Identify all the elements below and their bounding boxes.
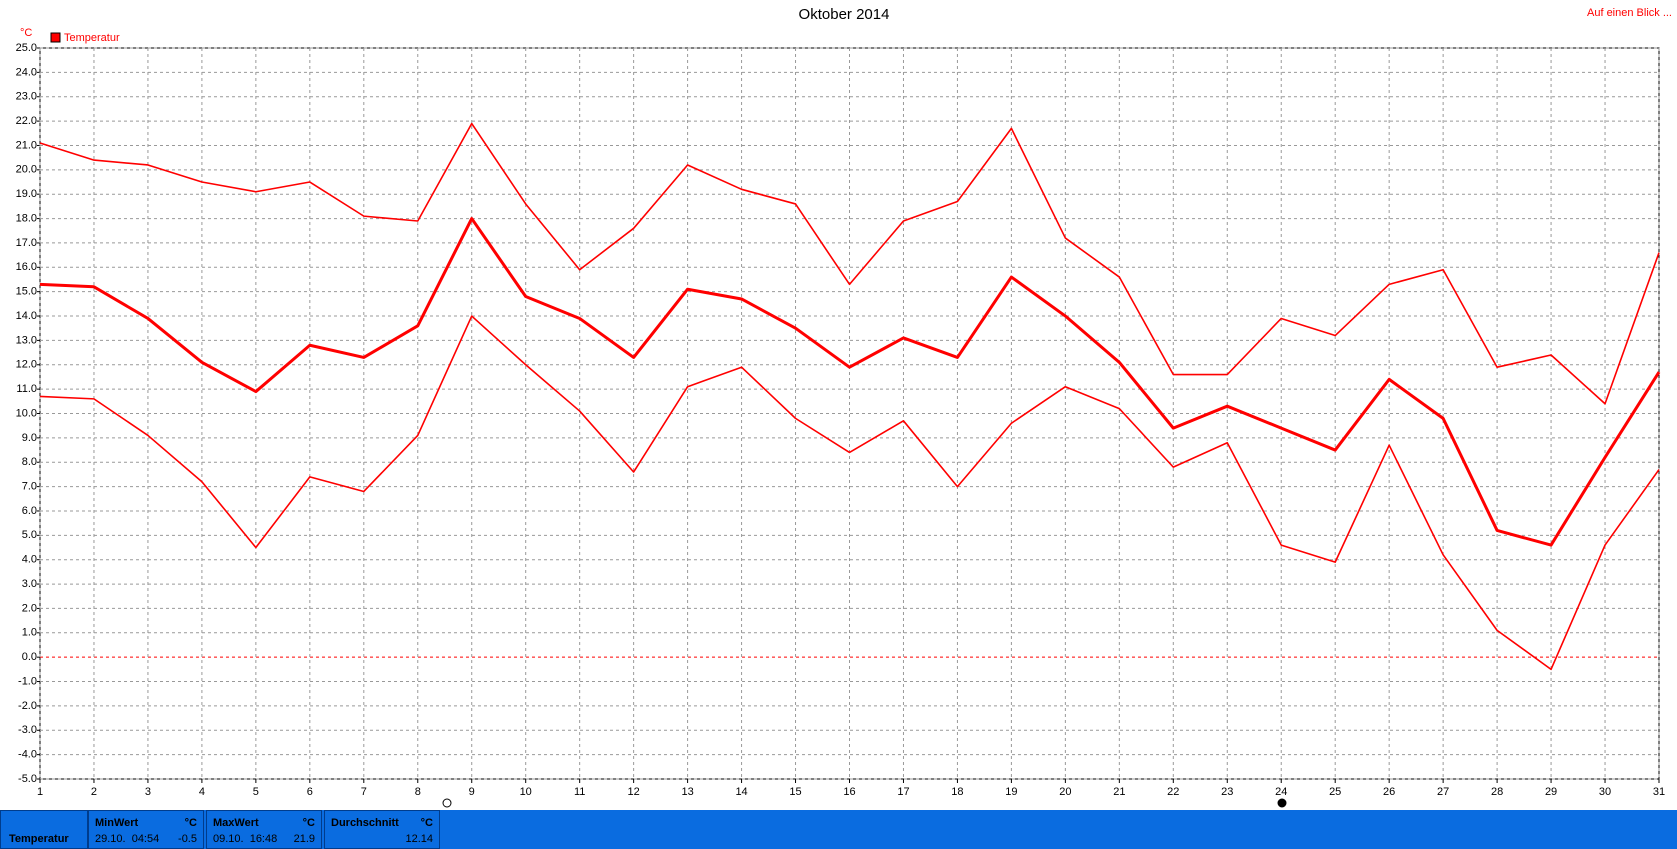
x-tick-label: 20 — [1059, 786, 1071, 798]
y-tick-label: 24.0 — [16, 66, 37, 78]
marker-icon — [1277, 798, 1287, 808]
max-unit: °C — [302, 817, 315, 829]
y-tick-label: 13.0 — [16, 334, 37, 346]
y-tick-label: -5.0 — [18, 773, 37, 785]
chart-title: Oktober 2014 — [799, 6, 890, 23]
y-tick-label: 25.0 — [16, 42, 37, 54]
chart: Oktober 2014 °C Auf einen Blick ... -5.0… — [16, 6, 1672, 808]
y-tick-label: 1.0 — [22, 627, 37, 639]
legend-label: Temperatur — [64, 32, 120, 44]
y-unit: °C — [20, 27, 32, 39]
summary-cell: Durchschnitt °C 12.14 — [324, 810, 440, 849]
y-tick-label: 19.0 — [16, 188, 37, 200]
y-tick-label: -2.0 — [18, 700, 37, 712]
y-tick-label: 18.0 — [16, 212, 37, 224]
x-tick-label: 17 — [897, 786, 909, 798]
avg-value: 12.14 — [405, 833, 433, 845]
y-tick-label: 0.0 — [22, 651, 37, 663]
data-line — [39, 315, 1660, 671]
y-tick-label: -4.0 — [18, 749, 37, 761]
min-time: 29.10. 04:54 — [95, 833, 160, 845]
y-tick-label: 10.0 — [16, 407, 37, 419]
x-tick-label: 10 — [520, 786, 532, 798]
max-title: MaxWert — [213, 817, 259, 829]
y-tick-label: 17.0 — [16, 237, 37, 249]
y-tick-label: 2.0 — [22, 602, 37, 614]
y-tick-label: 7.0 — [22, 481, 37, 493]
x-tick-label: 25 — [1329, 786, 1341, 798]
x-tick-label: 24 — [1275, 786, 1287, 798]
y-tick-label: 12.0 — [16, 359, 37, 371]
min-unit: °C — [184, 817, 197, 829]
y-tick-label: 22.0 — [16, 115, 37, 127]
y-tick-label: 6.0 — [22, 505, 37, 517]
y-tick-label: 20.0 — [16, 164, 37, 176]
min-value: -0.5 — [178, 833, 197, 845]
y-tick-label: 4.0 — [22, 554, 37, 566]
y-tick-label: 11.0 — [16, 383, 37, 395]
summary-label: Temperatur — [9, 833, 69, 845]
x-tick-label: 22 — [1167, 786, 1179, 798]
summary-cell: MinWert °C 29.10. 04:54 -0.5 — [88, 810, 204, 849]
x-tick-label: 29 — [1545, 786, 1557, 798]
marker-icon — [442, 798, 452, 808]
y-tick-label: 14.0 — [16, 310, 37, 322]
min-title: MinWert — [95, 817, 139, 829]
x-tick-label: 4 — [199, 786, 205, 798]
max-time: 09.10. 16:48 — [213, 833, 278, 845]
x-tick-label: 16 — [843, 786, 855, 798]
y-tick-label: 8.0 — [22, 456, 37, 468]
x-tick-label: 6 — [307, 786, 313, 798]
x-tick-label: 21 — [1113, 786, 1125, 798]
x-tick-label: 19 — [1005, 786, 1017, 798]
x-tick-label: 7 — [361, 786, 367, 798]
y-tick-label: 16.0 — [16, 261, 37, 273]
x-tick-label: 26 — [1383, 786, 1395, 798]
summary-cell: MaxWert °C 09.10. 16:48 21.9 — [206, 810, 322, 849]
y-tick-label: -1.0 — [18, 675, 37, 687]
x-tick-label: 13 — [681, 786, 693, 798]
y-tick-label: 5.0 — [22, 529, 37, 541]
x-tick-label: 3 — [145, 786, 151, 798]
x-tick-label: 14 — [735, 786, 747, 798]
x-tick-label: 1 — [37, 786, 43, 798]
x-tick-label: 15 — [789, 786, 801, 798]
data-line — [39, 217, 1661, 547]
x-tick-label: 23 — [1221, 786, 1233, 798]
x-tick-label: 8 — [415, 786, 421, 798]
x-tick-label: 28 — [1491, 786, 1503, 798]
summary-cell: Temperatur — [0, 810, 88, 849]
avg-unit: °C — [420, 817, 433, 829]
summary-panel: Temperatur MinWert °C 29.10. 04:54 -0.5 … — [0, 810, 1677, 849]
x-tick-label: 9 — [469, 786, 475, 798]
y-tick-label: 9.0 — [22, 432, 37, 444]
x-tick-label: 27 — [1437, 786, 1449, 798]
data-line — [39, 122, 1660, 405]
y-tick-label: 15.0 — [16, 286, 37, 298]
y-tick-label: 3.0 — [22, 578, 37, 590]
x-tick-label: 2 — [91, 786, 97, 798]
x-tick-label: 11 — [574, 786, 585, 798]
x-tick-label: 30 — [1599, 786, 1611, 798]
max-value: 21.9 — [293, 833, 315, 845]
link[interactable]: Auf einen Blick ... — [1587, 7, 1672, 19]
legend-swatch — [50, 32, 61, 43]
y-tick-label: 21.0 — [16, 139, 37, 151]
x-tick-label: 5 — [253, 786, 259, 798]
x-tick-label: 18 — [951, 786, 963, 798]
x-tick-label: 12 — [628, 786, 640, 798]
y-tick-label: 23.0 — [16, 91, 37, 103]
y-tick-label: -3.0 — [18, 724, 37, 736]
x-tick-label: 31 — [1653, 786, 1665, 798]
avg-title: Durchschnitt — [331, 817, 399, 829]
